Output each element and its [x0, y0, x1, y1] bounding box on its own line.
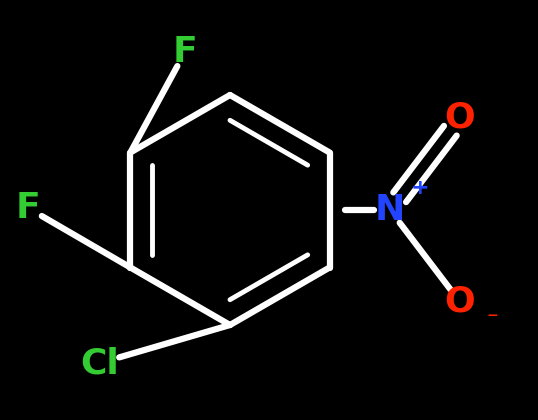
- Text: +: +: [410, 178, 429, 198]
- Text: ⁻: ⁻: [486, 310, 498, 330]
- Text: F: F: [16, 191, 40, 225]
- Text: Cl: Cl: [81, 346, 119, 380]
- Text: F: F: [173, 35, 197, 69]
- Text: O: O: [444, 285, 476, 319]
- Text: N: N: [375, 193, 405, 227]
- Text: O: O: [444, 101, 476, 135]
